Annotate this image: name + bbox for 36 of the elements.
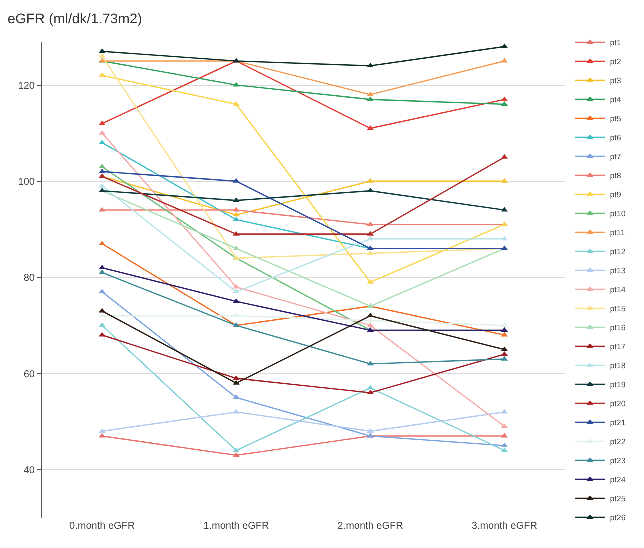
legend-label: pt18 xyxy=(610,362,626,371)
y-tick-label: 60 xyxy=(24,369,36,380)
legend-label: pt8 xyxy=(610,172,622,181)
legend-label: pt21 xyxy=(610,418,626,428)
x-tick-label: 1.month eGFR xyxy=(204,521,270,532)
y-tick-label: 120 xyxy=(18,80,36,92)
legend-label: pt1 xyxy=(610,38,622,48)
legend-label: pt20 xyxy=(610,400,626,409)
legend-label: pt25 xyxy=(610,494,626,504)
y-tick-label: 80 xyxy=(24,273,36,284)
y-tick-label: 40 xyxy=(24,465,36,476)
legend-label: pt3 xyxy=(610,76,622,86)
legend-label: pt15 xyxy=(610,304,626,314)
legend-label: pt5 xyxy=(610,114,622,124)
legend-label: pt22 xyxy=(610,438,626,447)
legend-label: pt17 xyxy=(610,342,626,352)
x-tick-label: 3.month eGFR xyxy=(472,521,538,532)
legend-label: pt6 xyxy=(610,134,622,143)
legend-label: pt10 xyxy=(610,210,626,219)
legend-label: pt11 xyxy=(610,228,626,238)
legend-label: pt9 xyxy=(610,190,622,200)
legend-label: pt19 xyxy=(610,380,626,390)
legend-label: pt24 xyxy=(610,476,626,485)
legend-label: pt2 xyxy=(610,58,622,67)
legend-label: pt23 xyxy=(610,456,626,466)
legend-label: pt26 xyxy=(610,514,626,523)
y-tick-label: 100 xyxy=(18,176,36,188)
x-tick-label: 2.month eGFR xyxy=(338,521,404,532)
chart-title: eGFR (ml/dk/1.73m2) xyxy=(8,10,142,26)
legend-label: pt7 xyxy=(610,152,622,162)
legend-label: pt13 xyxy=(610,266,626,276)
legend-label: pt16 xyxy=(610,324,626,333)
legend-label: pt14 xyxy=(610,286,626,295)
x-tick-label: 0.month eGFR xyxy=(70,521,136,532)
legend-label: pt12 xyxy=(610,248,626,257)
legend-label: pt4 xyxy=(610,96,622,105)
